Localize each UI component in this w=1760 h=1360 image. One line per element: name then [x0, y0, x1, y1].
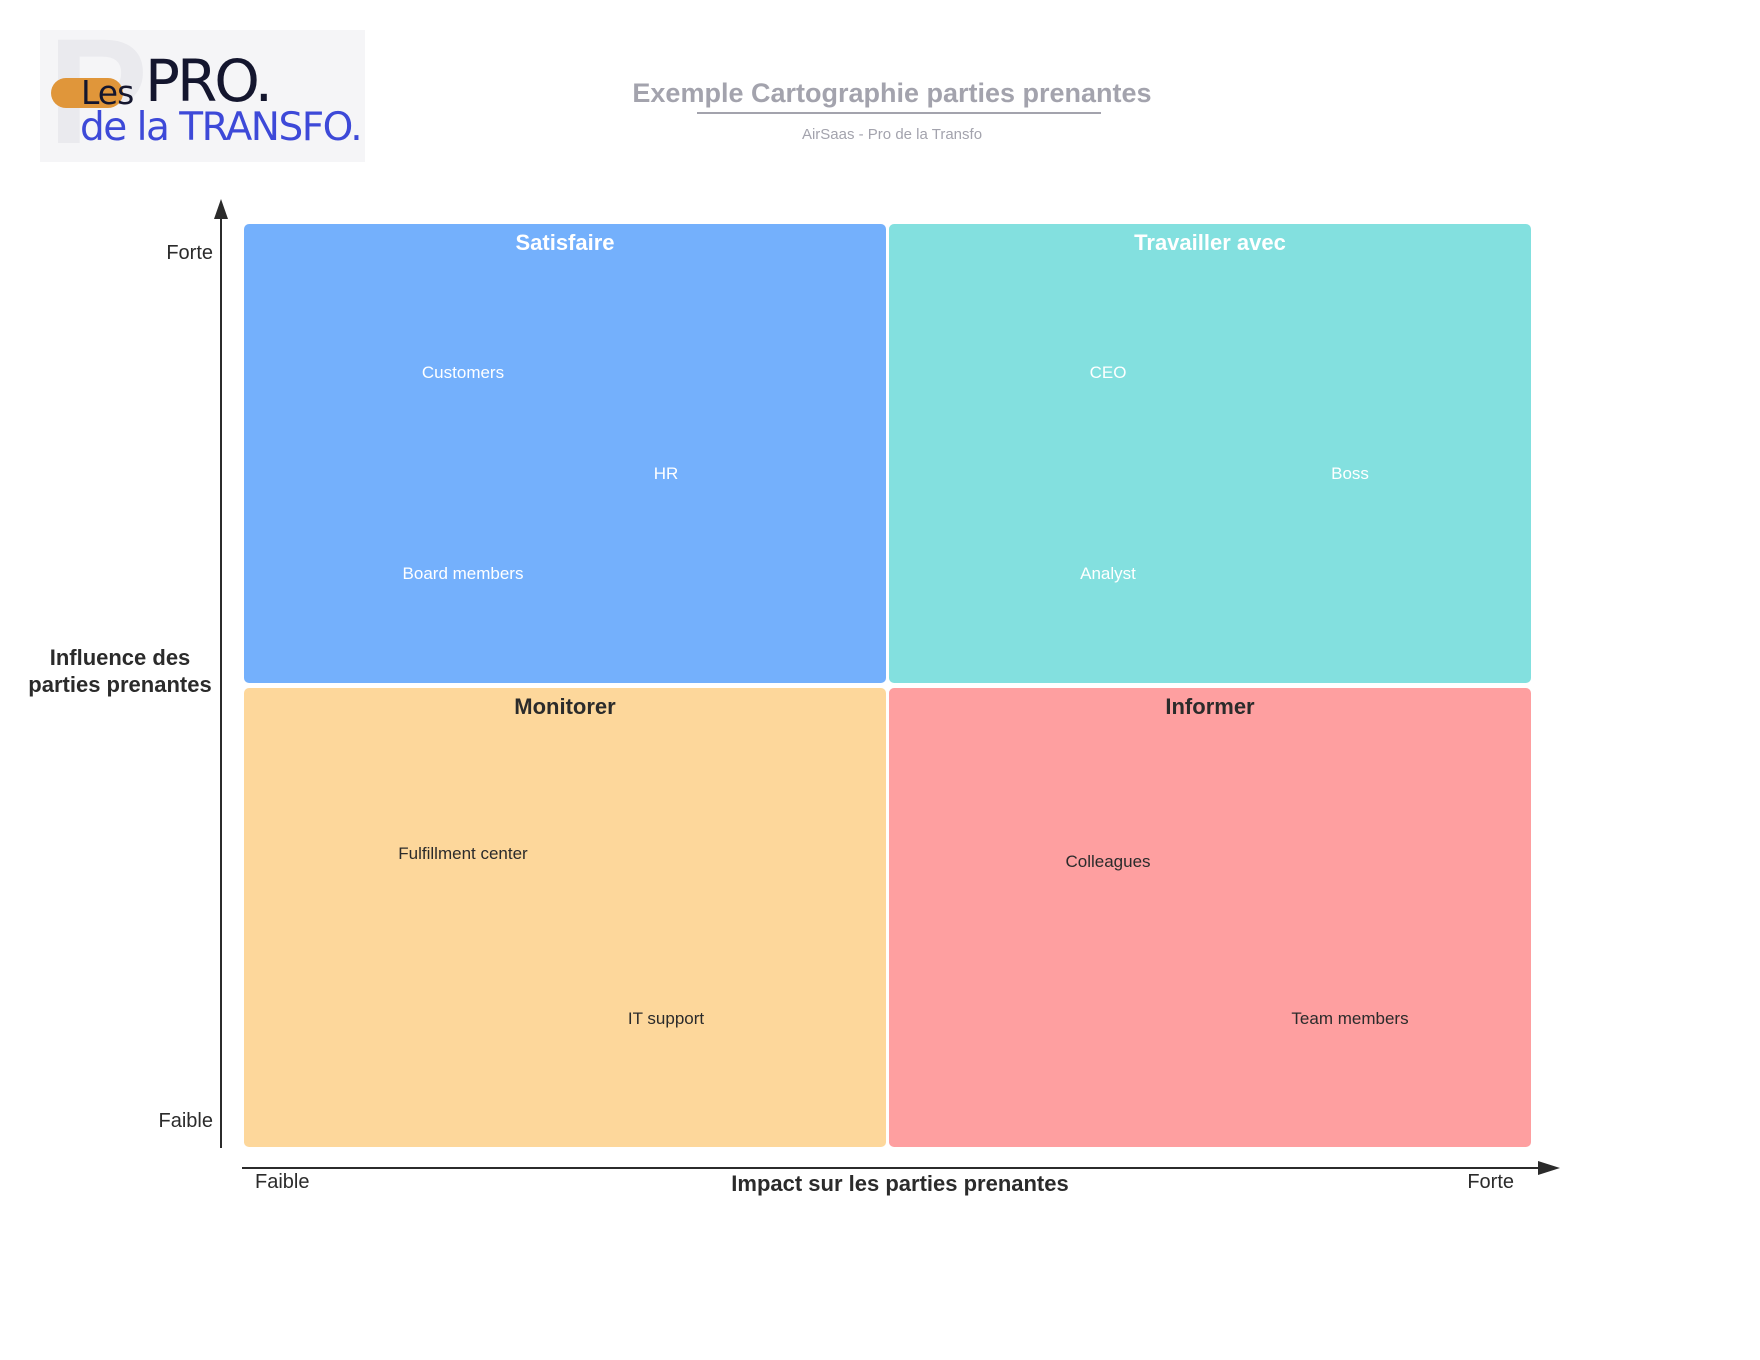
stakeholder-team-members[interactable]: Team members	[1291, 1009, 1409, 1028]
quadrant-title-informer: Informer	[1165, 694, 1255, 719]
page-title: Exemple Cartographie parties prenantes	[632, 78, 1152, 108]
stakeholder-ceo[interactable]: CEO	[1089, 363, 1127, 382]
stakeholder-analyst[interactable]: Analyst	[1080, 564, 1136, 583]
stakeholder-fulfillment-center[interactable]: Fulfillment center	[398, 844, 528, 863]
logo-word-les: Les	[81, 73, 134, 112]
x-axis-arrowhead	[1538, 1161, 1560, 1175]
logo-orange-pill	[51, 78, 123, 108]
y-axis-arrowhead	[214, 199, 228, 219]
x-axis-high-label: Forte	[1467, 1171, 1514, 1193]
stakeholder-customers[interactable]: Customers	[421, 363, 505, 382]
quadrant-monitorer[interactable]: Monitorer Fulfillment center IT support	[244, 688, 886, 1147]
y-axis-high-label: Forte	[166, 242, 213, 264]
quadrant-satisfaire[interactable]: Satisfaire Customers HR Board members	[244, 224, 886, 683]
y-axis-title: Influence des parties prenantes	[28, 645, 212, 697]
quadrant-travailler-avec[interactable]: Travailler avec CEO Boss Analyst	[889, 224, 1531, 683]
page-subtitle: AirSaas - Pro de la Transfo	[801, 126, 983, 143]
title-underline	[697, 112, 1101, 114]
quadrant-title-travailler-avec: Travailler avec	[1134, 230, 1286, 255]
logo-word-pro: PRO.	[145, 47, 273, 115]
stakeholder-hr[interactable]: HR	[653, 464, 679, 483]
y-axis-low-label: Faible	[158, 1110, 213, 1132]
stakeholder-board-members[interactable]: Board members	[402, 564, 524, 583]
x-axis-line	[242, 1167, 1542, 1169]
brand-logo: P Les PRO. de la TRANSFO.	[40, 30, 365, 162]
y-axis-line	[220, 210, 222, 1148]
x-axis-low-label: Faible	[255, 1171, 310, 1193]
quadrant-title-monitorer: Monitorer	[514, 694, 616, 719]
logo-word-transfo: de la TRANSFO.	[80, 105, 363, 150]
x-axis-title: Impact sur les parties prenantes	[731, 1171, 1069, 1196]
quadrant-title-satisfaire: Satisfaire	[515, 230, 615, 255]
stakeholder-colleagues[interactable]: Colleagues	[1065, 852, 1151, 871]
stakeholder-it-support[interactable]: IT support	[627, 1009, 705, 1028]
stakeholder-boss[interactable]: Boss	[1331, 464, 1369, 483]
quadrant-informer[interactable]: Informer Colleagues Team members	[889, 688, 1531, 1147]
